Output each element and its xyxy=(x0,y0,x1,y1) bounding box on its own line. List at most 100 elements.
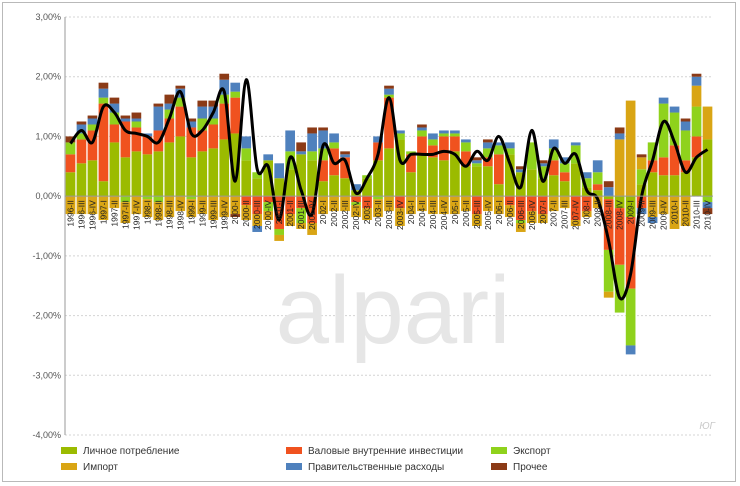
x-tick-label: 2003-I xyxy=(362,200,372,224)
x-tick-label: 2001-III xyxy=(296,200,306,229)
bar-segment xyxy=(702,202,713,209)
y-tick-label: -2,00% xyxy=(32,311,61,321)
bar-segment xyxy=(636,169,647,185)
bar-segment xyxy=(98,82,109,89)
bar-segment xyxy=(263,202,274,212)
bar-segment xyxy=(197,118,208,131)
bar-segment xyxy=(504,205,515,218)
bar-segment xyxy=(450,136,460,152)
bar-segment xyxy=(384,88,394,95)
bar-segment xyxy=(559,181,570,197)
x-tick-label: 2004-IV xyxy=(439,200,449,230)
bar-segment xyxy=(461,166,471,197)
bar-segment xyxy=(395,133,405,140)
bar-segment xyxy=(76,196,87,215)
bar-segment xyxy=(537,196,548,215)
bar-segment xyxy=(581,211,592,218)
bar-segment xyxy=(658,196,669,215)
bar-segment xyxy=(691,73,702,77)
bar-segment xyxy=(263,196,274,203)
bar-segment xyxy=(351,205,361,218)
x-tick-label: 1998-III xyxy=(164,200,174,229)
bar-segment xyxy=(164,196,175,218)
x-tick-label: 2005-I xyxy=(450,200,460,224)
bar-segment xyxy=(702,208,713,215)
bar-segment xyxy=(395,139,405,197)
bar-segment xyxy=(164,142,175,197)
bar-segment xyxy=(120,121,131,158)
bar-segment xyxy=(504,196,515,206)
bar-segment xyxy=(439,133,449,137)
bar-segment xyxy=(340,178,350,197)
bar-segment xyxy=(241,136,252,149)
bar-segment xyxy=(87,115,98,119)
bar-segment xyxy=(702,196,713,203)
bar-segment xyxy=(658,157,669,176)
bar-segment xyxy=(570,196,581,221)
bar-segment xyxy=(439,196,449,215)
bar-segment xyxy=(351,202,361,206)
bar-segment xyxy=(417,124,427,128)
bar-segment xyxy=(65,136,76,143)
bar-segment xyxy=(186,127,197,158)
bars-layer xyxy=(65,73,713,355)
bar-segment xyxy=(680,172,691,197)
legend: Личное потребление Валовые внутренние инв… xyxy=(61,445,551,473)
x-tick-label: 1999-I xyxy=(186,200,196,224)
bar-segment xyxy=(307,127,317,134)
bar-segment xyxy=(461,151,471,167)
bar-segment xyxy=(208,148,219,197)
bar-segment xyxy=(472,163,482,167)
bar-segment xyxy=(384,148,394,197)
bar-segment xyxy=(351,184,361,191)
bar-segment xyxy=(153,196,164,203)
bar-segment xyxy=(120,202,131,224)
bar-segment xyxy=(362,178,372,197)
bar-segment xyxy=(603,196,614,200)
bar-segment xyxy=(515,220,526,224)
bar-segment xyxy=(395,130,405,134)
bar-segment xyxy=(515,166,526,170)
x-tick-label: 1998-IV xyxy=(175,200,185,230)
bar-segment xyxy=(658,97,669,104)
bar-segment xyxy=(592,172,603,185)
bar-segment xyxy=(570,163,581,197)
x-tick-label: 2001-I xyxy=(274,200,284,224)
bar-segment xyxy=(603,187,614,197)
bar-segment xyxy=(581,178,592,188)
bar-segment xyxy=(570,220,581,226)
bar-segment xyxy=(625,100,636,197)
bar-segment xyxy=(230,196,241,215)
bar-segment xyxy=(76,139,87,164)
x-tick-label: 2006-I xyxy=(494,200,504,224)
chart-frame: alpari 3,00% 2,00% 1,00% 0,00% -1,00% -2,00% -… xyxy=(2,2,736,482)
x-tick-label: 1998-I xyxy=(142,200,152,224)
y-tick-label: 1,00% xyxy=(35,131,61,141)
bar-segment xyxy=(87,118,98,125)
bar-segment xyxy=(340,151,350,155)
x-tick-label: 2000-I xyxy=(230,200,240,224)
bar-segment xyxy=(548,139,559,149)
bar-segment xyxy=(483,148,493,158)
bar-segment xyxy=(493,184,504,197)
bar-segment xyxy=(120,157,131,197)
bar-segment xyxy=(691,136,702,158)
bar-segment xyxy=(164,103,175,110)
bar-segment xyxy=(658,175,669,197)
bar-segment xyxy=(450,130,460,134)
bar-segment xyxy=(625,288,636,346)
legend-swatch xyxy=(286,447,302,454)
bar-segment xyxy=(680,196,691,226)
bar-segment xyxy=(417,130,427,137)
x-tick-label: 2004-II xyxy=(417,200,427,226)
bar-segment xyxy=(65,196,76,215)
bar-segment xyxy=(197,130,208,152)
bar-segment xyxy=(76,121,87,125)
bar-segment xyxy=(131,121,142,128)
bar-segment xyxy=(450,151,460,197)
bar-segment xyxy=(537,178,548,197)
bar-segment xyxy=(219,103,230,140)
bar-segment xyxy=(504,142,515,149)
bar-segment xyxy=(592,184,603,191)
bar-segment xyxy=(164,109,175,119)
